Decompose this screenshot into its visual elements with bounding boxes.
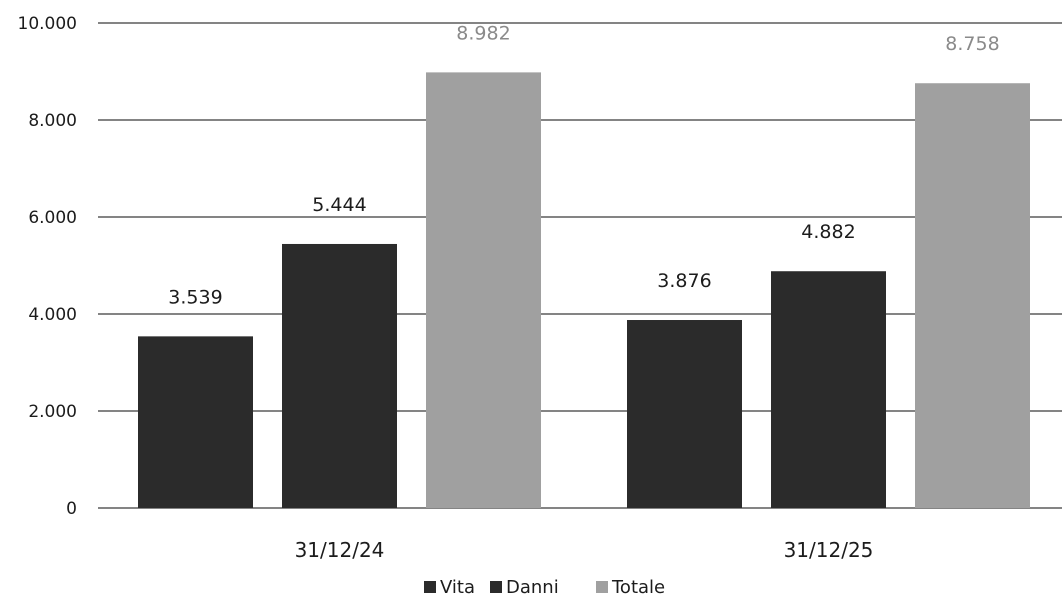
y-tick-label: 10.000 [18, 14, 77, 34]
x-tick-label: 31/12/25 [784, 538, 874, 562]
legend-label: Vita [440, 577, 475, 598]
legend-label: Totale [611, 577, 665, 598]
legend-swatch [490, 581, 502, 593]
data-label: 5.444 [312, 194, 366, 216]
y-tick-label: 4.000 [28, 305, 77, 325]
bar-danni [771, 271, 886, 508]
bar-danni [282, 243, 397, 508]
legend-swatch [596, 581, 608, 593]
legend-swatch [424, 581, 436, 593]
bar-vita [627, 320, 742, 508]
y-tick-label: 8.000 [28, 111, 77, 131]
legend-label: Danni [506, 577, 559, 598]
data-label: 4.882 [801, 221, 855, 243]
x-tick-label: 31/12/24 [295, 538, 385, 562]
data-label: 3.539 [168, 286, 222, 308]
y-tick-label: 6.000 [28, 208, 77, 228]
y-tick-label: 2.000 [28, 402, 77, 422]
bar-totale [426, 72, 541, 509]
data-label: 8.982 [456, 22, 510, 44]
bar-totale [915, 83, 1030, 508]
y-tick-label: 0 [66, 499, 77, 519]
bar-vita [138, 336, 253, 508]
data-label: 8.758 [945, 33, 999, 55]
data-label: 3.876 [657, 270, 711, 292]
